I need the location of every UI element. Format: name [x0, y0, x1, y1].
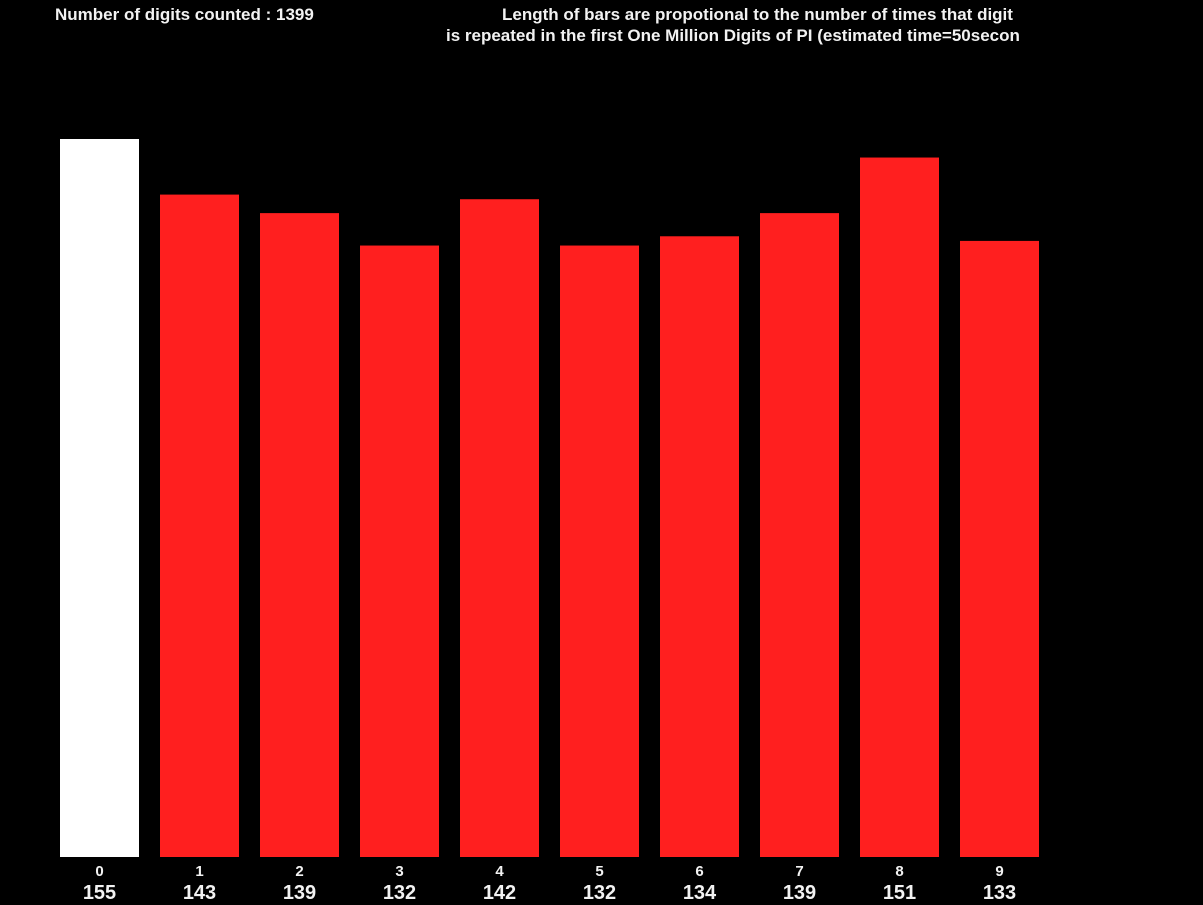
category-label: 6 — [695, 863, 703, 880]
category-label: 0 — [95, 863, 103, 880]
category-label: 9 — [995, 863, 1003, 880]
category-label: 4 — [495, 863, 504, 880]
bar-digit-8 — [860, 157, 939, 857]
bar-digit-6 — [660, 236, 739, 858]
description-line-1: Length of bars are propotional to the nu… — [502, 5, 1013, 24]
value-label: 132 — [383, 882, 416, 904]
category-label: 2 — [295, 863, 303, 880]
bar-digit-4 — [460, 199, 539, 857]
category-label: 3 — [395, 863, 403, 880]
value-label: 142 — [483, 882, 516, 904]
bar-digit-0 — [60, 139, 139, 857]
value-label: 155 — [83, 882, 116, 904]
value-label: 132 — [583, 882, 616, 904]
value-label: 139 — [283, 882, 316, 904]
description-line-2: is repeated in the first One Million Dig… — [446, 26, 1020, 45]
value-label: 143 — [183, 882, 216, 904]
category-label: 7 — [795, 863, 803, 880]
category-label: 1 — [195, 863, 203, 880]
value-label: 134 — [683, 882, 717, 904]
category-label: 8 — [895, 863, 903, 880]
category-label: 5 — [595, 863, 603, 880]
bar-digit-1 — [160, 194, 239, 857]
bar-digit-2 — [260, 213, 339, 857]
bar-digit-9 — [960, 240, 1039, 858]
value-label: 139 — [783, 882, 816, 904]
bar-digit-5 — [560, 245, 639, 857]
value-label: 133 — [983, 882, 1016, 904]
bar-digit-7 — [760, 213, 839, 857]
bar-digit-3 — [360, 245, 439, 857]
digit-count-label: Number of digits counted : 1399 — [55, 5, 314, 24]
value-label: 151 — [883, 882, 916, 904]
